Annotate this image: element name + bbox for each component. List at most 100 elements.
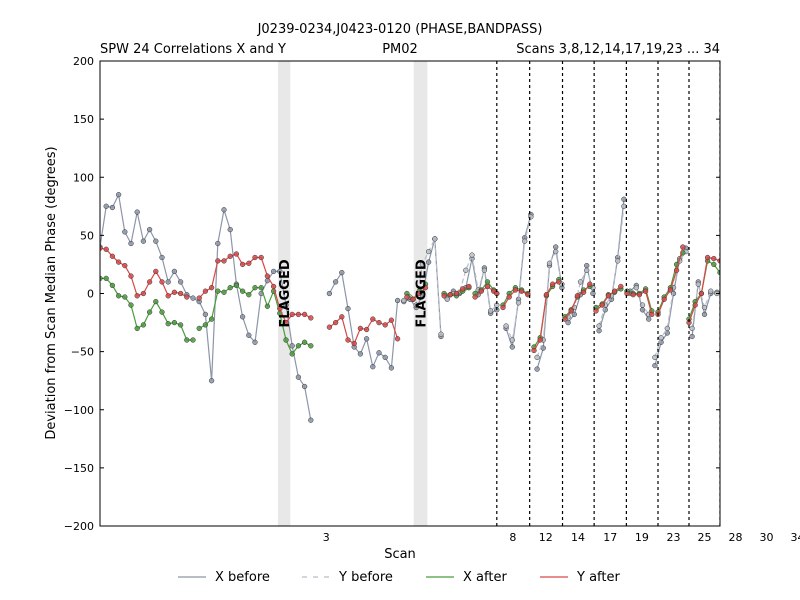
data-point xyxy=(351,340,357,347)
data-point xyxy=(698,290,705,297)
data-point xyxy=(410,296,416,302)
data-point xyxy=(661,296,667,302)
data-point xyxy=(652,362,658,369)
data-point xyxy=(289,343,295,349)
data-point xyxy=(283,319,289,326)
data-point xyxy=(546,260,553,266)
series-line xyxy=(598,199,625,331)
data-point xyxy=(171,268,178,275)
y-tick-label: 50 xyxy=(80,229,94,242)
chart-subtitle-right: Scans 3,8,12,14,17,19,23 ... 34 xyxy=(516,42,720,57)
data-point xyxy=(394,297,401,304)
data-point xyxy=(301,311,308,318)
data-point xyxy=(115,192,122,198)
data-point xyxy=(596,323,602,329)
data-point xyxy=(215,240,221,247)
data-point xyxy=(701,304,708,311)
legend-label: Y before xyxy=(338,570,393,585)
series-line xyxy=(505,216,532,343)
x-tick-label: 3 xyxy=(323,531,330,544)
data-point xyxy=(221,207,227,213)
data-point xyxy=(404,294,410,300)
x-axis-ticks: 3 8 12 14 17 19 23 25 28 30 34 xyxy=(323,531,800,544)
data-point xyxy=(270,268,277,275)
data-point xyxy=(543,292,550,298)
data-point xyxy=(487,308,494,314)
series-line xyxy=(564,283,591,320)
data-point xyxy=(444,296,450,302)
data-point xyxy=(363,326,370,333)
data-point xyxy=(308,343,314,349)
data-point xyxy=(184,337,190,343)
legend-label: X before xyxy=(215,570,270,585)
data-point xyxy=(227,253,233,259)
legend-item: Y before xyxy=(302,570,393,585)
legend: X before Y before X after Y after xyxy=(178,570,620,585)
data-point xyxy=(469,252,475,258)
data-point xyxy=(512,287,519,293)
data-point xyxy=(326,324,333,330)
data-point xyxy=(438,331,444,337)
chart-title: J0239-0234,J0423-0120 (PHASE,BANDPASS) xyxy=(257,22,543,37)
data-point xyxy=(621,203,627,209)
series-line xyxy=(406,283,426,301)
data-point xyxy=(652,354,658,361)
data-point xyxy=(639,302,646,308)
legend-item: X before xyxy=(178,570,270,585)
data-point xyxy=(165,293,171,299)
data-point xyxy=(584,267,590,273)
data-point xyxy=(357,351,364,357)
data-point xyxy=(509,337,515,343)
data-point xyxy=(534,354,540,361)
data-point xyxy=(574,293,581,299)
data-point xyxy=(680,244,686,250)
data-point xyxy=(165,279,171,285)
data-point xyxy=(171,319,178,326)
series-line xyxy=(505,214,532,348)
data-point xyxy=(252,339,258,345)
data-point xyxy=(587,281,593,287)
x-tick-label: 30 xyxy=(760,531,774,544)
data-point xyxy=(472,294,478,300)
data-point xyxy=(615,258,621,264)
data-point xyxy=(208,316,215,322)
data-point xyxy=(332,319,339,326)
data-point xyxy=(277,268,283,275)
data-point xyxy=(301,339,308,345)
data-point xyxy=(258,285,264,291)
data-point xyxy=(463,267,469,273)
data-point xyxy=(345,305,351,312)
data-point xyxy=(100,275,103,282)
data-point xyxy=(295,374,302,380)
data-point xyxy=(227,226,233,233)
data-point xyxy=(289,311,295,318)
data-point xyxy=(711,255,717,262)
series-line xyxy=(536,249,563,358)
data-point xyxy=(122,294,128,300)
legend-item: Y after xyxy=(540,570,620,585)
data-point xyxy=(565,319,571,326)
data-point xyxy=(382,322,388,328)
data-point xyxy=(466,283,472,290)
y-tick-label: 0 xyxy=(87,288,94,301)
data-point xyxy=(159,309,165,315)
series-line xyxy=(100,277,193,341)
data-point xyxy=(357,325,364,332)
data-point xyxy=(159,279,165,285)
data-point xyxy=(376,319,382,326)
data-point xyxy=(103,203,109,209)
data-point xyxy=(633,285,639,291)
data-point xyxy=(599,302,605,308)
data-point xyxy=(128,273,134,279)
x-tick-label: 19 xyxy=(635,531,649,544)
series-line xyxy=(567,268,594,318)
data-point xyxy=(208,378,215,384)
series-line xyxy=(595,286,622,312)
data-point xyxy=(103,246,109,252)
data-point xyxy=(109,204,116,211)
data-point xyxy=(481,267,488,273)
data-point xyxy=(301,383,308,390)
data-point xyxy=(345,337,351,343)
data-point xyxy=(649,311,655,318)
